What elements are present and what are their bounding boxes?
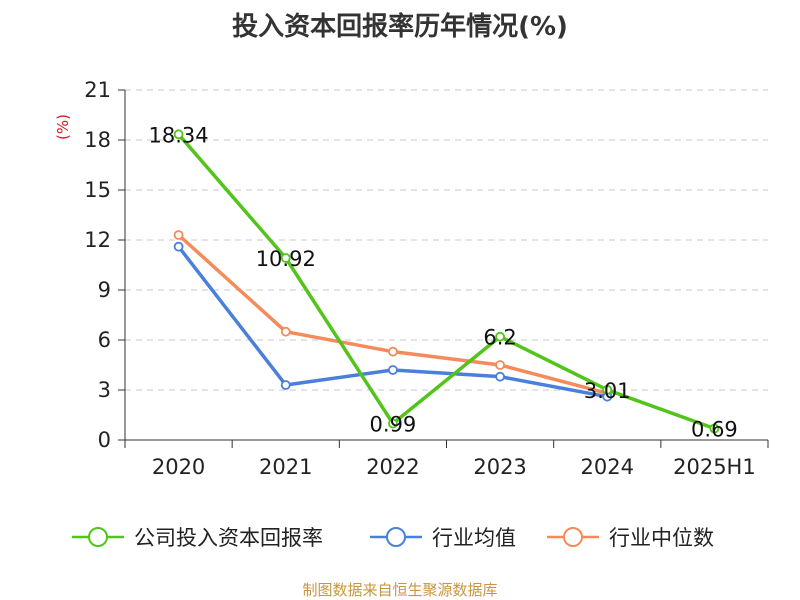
data-point	[388, 418, 398, 429]
data-point	[495, 371, 505, 382]
data-label: 18.34	[149, 123, 209, 147]
x-tick-label: 2025H1	[673, 455, 756, 479]
data-label: 6.2	[483, 326, 516, 350]
y-tick-label: 21	[84, 78, 111, 102]
x-tick-label: 2023	[473, 455, 526, 479]
data-label: 3.01	[584, 379, 631, 403]
data-point	[709, 423, 720, 434]
legend-label: 行业中位数	[609, 526, 714, 550]
y-tick-label: 15	[84, 178, 111, 202]
chart-title: 投入资本回报率历年情况(%)	[232, 12, 568, 42]
legend-marker	[88, 527, 108, 547]
data-labels: 18.34 10.92 0.99 6.2 3.01 0.69	[149, 123, 738, 441]
data-point	[280, 326, 291, 337]
x-tick-label: 2024	[581, 455, 634, 479]
source-note: 制图数据来自恒生聚源数据库	[302, 581, 498, 599]
data-point	[602, 384, 613, 395]
data-point	[173, 129, 184, 140]
data-point	[173, 241, 184, 252]
legend: 公司投入资本回报率 行业均值 行业中位数	[72, 526, 714, 550]
y-tick-label: 6	[98, 328, 111, 352]
data-point	[388, 365, 398, 375]
data-point	[280, 253, 291, 263]
y-tick-label: 9	[98, 278, 111, 302]
series-layer	[173, 129, 720, 434]
x-tick-label: 2021	[259, 455, 312, 479]
series-line	[177, 133, 716, 431]
grid-lines	[125, 89, 768, 391]
data-label: 0.69	[691, 418, 738, 442]
legend-marker	[386, 527, 406, 547]
x-tick-label: 2020	[152, 455, 205, 479]
data-point	[388, 346, 398, 357]
data-label: 10.92	[256, 247, 316, 271]
axes: 0 3 6 9 12 15 18 21 2020 2021 2022 2023 2024 2025H1 (%…	[54, 78, 769, 479]
legend-marker	[563, 527, 583, 547]
y-tick-label: 0	[98, 428, 111, 452]
data-point	[495, 331, 505, 342]
y-tick-label: 18	[84, 128, 111, 152]
legend-label: 公司投入资本回报率	[134, 526, 323, 550]
data-point	[173, 230, 184, 240]
data-label: 0.99	[370, 413, 417, 437]
y-tick-label: 12	[84, 228, 111, 252]
y-axis-label: (%)	[54, 114, 72, 140]
data-point	[495, 360, 505, 370]
y-tick-label: 3	[98, 378, 111, 402]
x-tick-label: 2022	[366, 455, 419, 479]
data-point	[280, 380, 291, 390]
legend-label: 行业均值	[432, 526, 516, 550]
